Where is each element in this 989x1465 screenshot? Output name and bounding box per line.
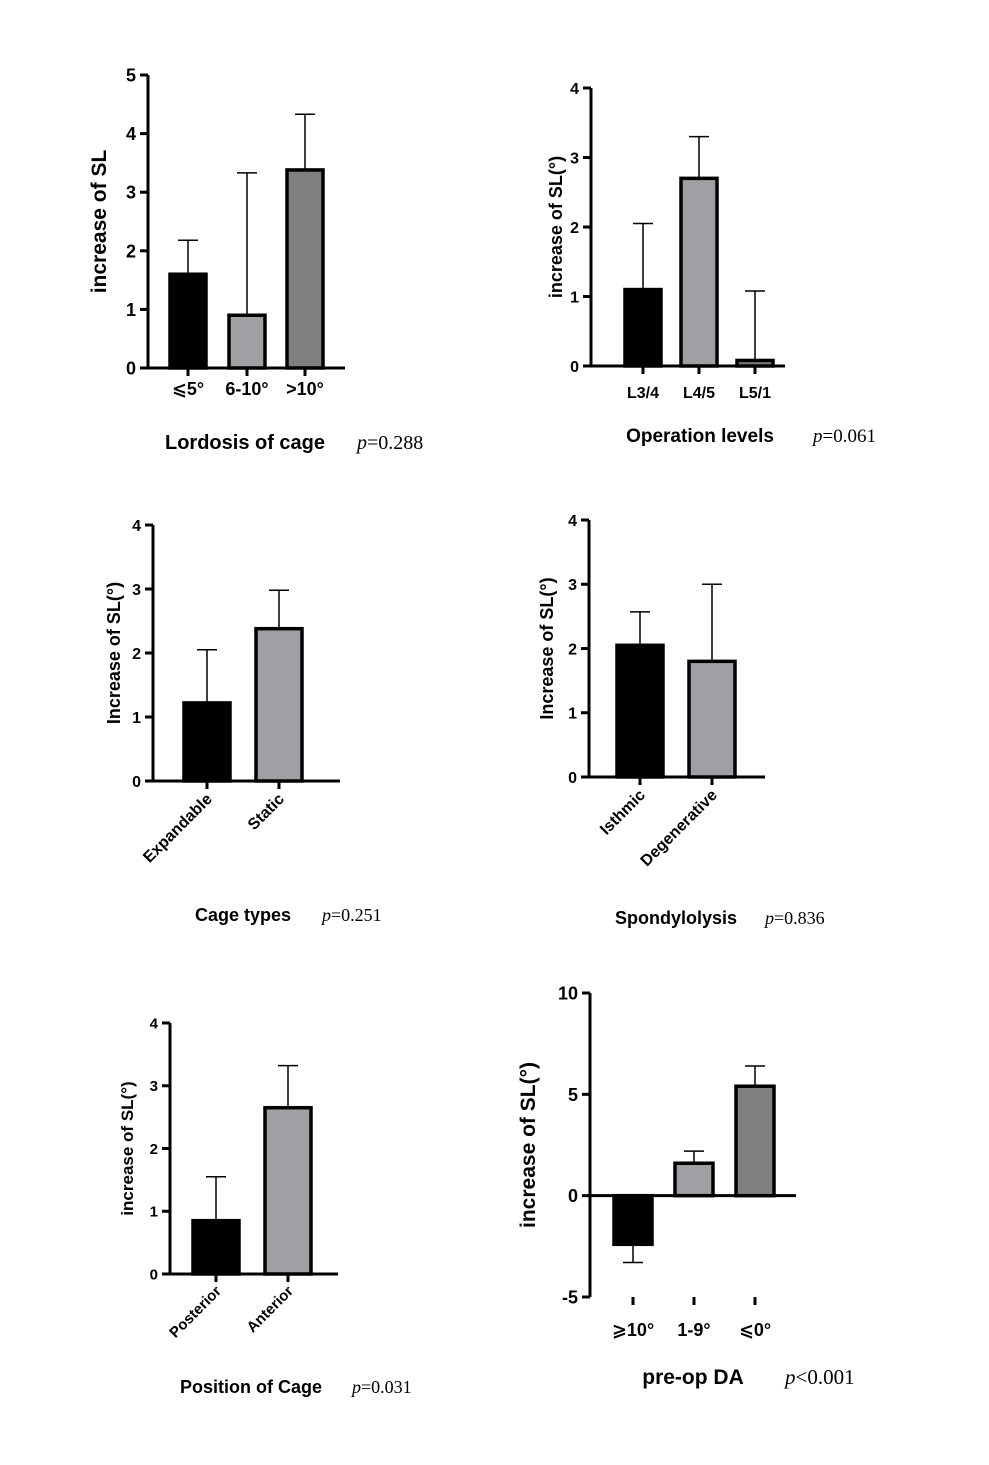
p-value: =0.031 — [361, 1377, 412, 1397]
x-tick-label: ⩾10° — [612, 1320, 654, 1340]
y-tick-label: 0 — [150, 1266, 158, 1283]
bar — [612, 1193, 654, 1247]
y-tick-label: 4 — [126, 124, 136, 144]
x-tick-label: 1-9° — [677, 1320, 710, 1340]
x-tick-label: L3/4 — [627, 385, 659, 402]
x-axis-label: pre-op DA — [642, 1366, 744, 1389]
y-tick-label: 0 — [568, 1186, 578, 1206]
y-tick-label: 3 — [126, 183, 136, 203]
bar — [623, 287, 663, 368]
y-tick-label: -5 — [562, 1287, 578, 1307]
p-value-annotation: p=0.061 — [811, 426, 876, 447]
x-tick-label: Expandable — [140, 791, 216, 867]
bar — [263, 1105, 313, 1276]
y-tick-label: 4 — [568, 513, 577, 530]
x-tick-label: Posterior — [166, 1283, 225, 1342]
bar — [679, 176, 719, 368]
x-tick-label: >10° — [286, 379, 324, 399]
y-tick-label: 0 — [568, 770, 577, 787]
y-tick-label: 0 — [132, 774, 141, 791]
y-tick-label: 5 — [568, 1085, 578, 1105]
p-value-annotation: p<0.001 — [783, 1365, 855, 1389]
bar — [687, 659, 737, 779]
x-axis-label: Position of Cage — [180, 1377, 322, 1397]
y-tick-label: 2 — [150, 1141, 158, 1158]
y-tick-label: 4 — [150, 1015, 159, 1032]
bar — [673, 1161, 715, 1198]
bar — [168, 272, 208, 370]
y-tick-label: 2 — [126, 241, 136, 261]
bar — [734, 1084, 776, 1198]
bar — [227, 313, 267, 370]
y-tick-label: 1 — [570, 289, 579, 306]
x-tick-label: L5/1 — [739, 385, 771, 402]
chart-3: 0 1 2 3 4 Expandable Static Increase of SL(°) Ca… — [104, 518, 382, 925]
y-tick-label: 0 — [126, 358, 136, 378]
chart-5: 0 1 2 3 4 Posterior Anterior increase of SL(°) P… — [118, 1015, 412, 1397]
p-value: =0.251 — [331, 905, 382, 925]
y-tick-label: 3 — [570, 150, 579, 167]
y-axis-label: Increase of SL(°) — [537, 577, 557, 719]
p-value-annotation: p=0.251 — [320, 905, 382, 925]
y-tick-label: 2 — [132, 646, 141, 663]
y-axis-label: increase of SL(°) — [517, 1062, 540, 1228]
bar — [615, 643, 665, 779]
p-symbol: p — [350, 1377, 361, 1397]
x-axis-label: Cage types — [195, 905, 291, 925]
y-tick-label: 4 — [132, 518, 141, 535]
y-tick-label: 4 — [570, 81, 579, 98]
y-tick-label: 1 — [150, 1204, 158, 1221]
y-tick-label: 1 — [126, 300, 136, 320]
x-tick-label: Anterior — [244, 1283, 297, 1336]
p-symbol: p — [355, 432, 367, 454]
y-tick-label: 5 — [126, 65, 136, 85]
p-value: <0.001 — [796, 1365, 855, 1389]
y-tick-label: 0 — [570, 359, 579, 376]
y-tick-label: 3 — [132, 582, 141, 599]
y-tick-label: 3 — [150, 1078, 158, 1095]
x-tick-label: Degenerative — [638, 787, 721, 870]
x-axis-label: Operation levels — [626, 426, 774, 447]
x-tick-label: Isthmic — [597, 787, 649, 839]
p-symbol: p — [783, 1365, 796, 1389]
p-symbol: p — [811, 426, 823, 447]
x-axis-label: Lordosis of cage — [165, 432, 325, 454]
y-axis-label: increase of SL — [88, 150, 111, 294]
y-axis-label: Increase of SL(°) — [104, 582, 124, 724]
bar — [182, 701, 232, 783]
p-value: =0.288 — [367, 432, 423, 454]
p-value-annotation: p=0.288 — [355, 432, 423, 454]
y-tick-label: 3 — [568, 577, 577, 594]
p-value: =0.061 — [823, 426, 876, 447]
y-tick-label: 1 — [568, 706, 577, 723]
chart-6: -5 0 5 10 ⩾10° 1-9° ⩽0° increase of SL(°) pre-op… — [517, 983, 855, 1389]
p-value: =0.836 — [774, 908, 825, 928]
x-tick-label: Static — [245, 791, 288, 834]
y-tick-label: 10 — [558, 983, 578, 1003]
x-tick-label: ⩽0° — [739, 1320, 771, 1340]
bar — [254, 626, 304, 783]
x-tick-label: L4/5 — [683, 385, 715, 402]
p-value-annotation: p=0.836 — [763, 908, 825, 928]
y-axis-label: increase of SL(°) — [546, 156, 566, 298]
y-axis-label: increase of SL(°) — [118, 1081, 137, 1215]
chart-2: 0 1 2 3 4 L3/4 L4/5 L5/1 increase of SL(°) Operat… — [546, 81, 876, 447]
x-tick-label: 6-10° — [225, 379, 268, 399]
p-symbol: p — [763, 908, 774, 928]
y-tick-label: 1 — [132, 710, 141, 727]
y-tick-label: 2 — [570, 220, 579, 237]
y-tick-label: 2 — [568, 641, 577, 658]
chart-1: 0 1 2 3 4 5 ⩽5° 6-10° >10° increase of SL Lordosis… — [88, 65, 423, 454]
bar — [285, 168, 325, 370]
p-value-annotation: p=0.031 — [350, 1377, 412, 1397]
x-tick-label: ⩽5° — [172, 379, 204, 399]
x-axis-label: Spondylolysis — [615, 908, 737, 928]
p-symbol: p — [320, 905, 331, 925]
bar — [191, 1218, 241, 1276]
